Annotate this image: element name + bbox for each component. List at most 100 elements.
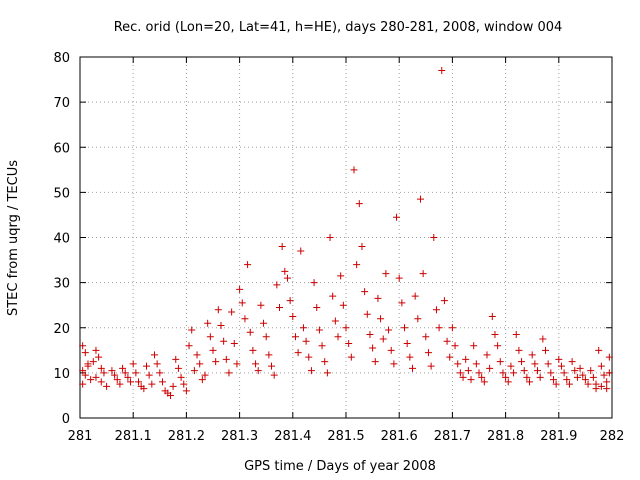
data-point-marker bbox=[430, 234, 438, 241]
data-point-marker bbox=[334, 333, 342, 341]
x-tick-label: 281.1 bbox=[115, 429, 152, 444]
y-tick-label: 60 bbox=[53, 141, 70, 156]
data-point-marker bbox=[225, 369, 233, 377]
data-point-marker bbox=[414, 315, 422, 323]
data-point-marker bbox=[79, 367, 87, 375]
data-point-marker bbox=[100, 369, 108, 377]
data-point-marker bbox=[579, 371, 587, 379]
data-point-marker bbox=[409, 364, 416, 372]
data-point-marker bbox=[156, 369, 164, 377]
data-point-marker bbox=[190, 367, 198, 375]
data-point-marker bbox=[140, 385, 148, 393]
data-point-marker bbox=[366, 331, 374, 339]
data-point-marker bbox=[254, 367, 262, 375]
data-point-marker bbox=[222, 355, 230, 363]
data-point-marker bbox=[531, 360, 539, 368]
data-point-marker bbox=[268, 362, 276, 370]
data-point-marker bbox=[371, 358, 379, 366]
data-point-marker bbox=[560, 369, 568, 377]
data-point-marker bbox=[180, 380, 188, 388]
data-point-marker bbox=[286, 297, 294, 305]
x-tick-label: 281.2 bbox=[168, 429, 205, 444]
data-point-marker bbox=[193, 351, 201, 359]
data-point-marker bbox=[212, 358, 220, 366]
data-point-marker bbox=[81, 371, 89, 379]
data-point-marker bbox=[283, 274, 291, 282]
data-point-marker bbox=[605, 369, 613, 377]
data-point-marker bbox=[103, 382, 111, 390]
data-point-marker bbox=[600, 371, 608, 379]
data-point-marker bbox=[464, 367, 472, 375]
data-point-marker bbox=[124, 373, 132, 381]
x-axis-label: GPS time / Days of year 2008 bbox=[244, 459, 436, 474]
data-point-marker bbox=[547, 369, 555, 377]
data-point-marker bbox=[174, 364, 182, 372]
data-point-marker bbox=[315, 326, 323, 334]
data-point-marker bbox=[361, 288, 369, 296]
data-point-marker bbox=[555, 355, 563, 363]
data-point-marker bbox=[289, 312, 297, 320]
data-point-marker bbox=[557, 362, 565, 370]
x-tick-label: 281.6 bbox=[381, 429, 418, 444]
data-point-marker bbox=[390, 360, 398, 368]
data-point-marker bbox=[347, 353, 355, 361]
x-tick-label: 281.3 bbox=[221, 429, 258, 444]
x-tick-label: 281.8 bbox=[487, 429, 524, 444]
data-point-marker bbox=[401, 324, 409, 332]
data-point-marker bbox=[270, 371, 278, 379]
y-tick-label: 10 bbox=[53, 367, 70, 382]
y-tick-label: 50 bbox=[53, 186, 70, 201]
x-tick-label: 282 bbox=[600, 429, 625, 444]
data-point-marker bbox=[326, 234, 334, 241]
data-point-marker bbox=[148, 380, 156, 388]
data-point-marker bbox=[297, 247, 305, 255]
data-point-marker bbox=[462, 355, 470, 363]
data-point-marker bbox=[592, 385, 600, 393]
data-point-marker bbox=[166, 391, 174, 399]
data-point-marker bbox=[603, 385, 611, 393]
data-point-marker bbox=[589, 373, 597, 381]
data-point-marker bbox=[116, 380, 124, 388]
data-point-marker bbox=[518, 358, 526, 366]
data-point-marker bbox=[318, 342, 326, 350]
data-point-marker bbox=[273, 281, 281, 289]
data-point-marker bbox=[549, 376, 557, 384]
data-point-marker bbox=[520, 367, 528, 375]
data-point-marker bbox=[132, 369, 140, 377]
data-point-marker bbox=[395, 274, 403, 282]
data-point-marker bbox=[571, 367, 579, 375]
data-point-marker bbox=[393, 213, 401, 221]
data-point-marker bbox=[523, 373, 531, 381]
data-point-marker bbox=[494, 342, 502, 350]
data-point-marker bbox=[92, 373, 100, 381]
data-point-marker bbox=[87, 376, 95, 384]
data-point-marker bbox=[81, 349, 89, 357]
data-point-marker bbox=[483, 351, 491, 359]
data-point-marker bbox=[119, 364, 127, 372]
data-point-marker bbox=[201, 371, 209, 379]
data-point-marker bbox=[185, 342, 193, 350]
data-point-marker bbox=[467, 376, 475, 384]
data-point-marker bbox=[236, 285, 244, 293]
data-point-marker bbox=[113, 376, 121, 384]
data-point-marker bbox=[182, 387, 190, 395]
data-point-marker bbox=[502, 373, 510, 381]
data-point-marker bbox=[220, 337, 228, 345]
data-point-marker bbox=[563, 376, 571, 384]
data-point-marker bbox=[584, 380, 592, 388]
data-point-marker bbox=[313, 303, 321, 311]
data-point-marker bbox=[382, 270, 390, 278]
data-point-marker bbox=[209, 346, 217, 354]
data-point-marker bbox=[576, 364, 584, 372]
data-point-marker bbox=[565, 380, 573, 388]
data-point-marker bbox=[310, 279, 318, 287]
x-tick-labels: 281 281.1 281.2 281.3 281.4 281.5 281.6 281.7 28… bbox=[68, 429, 625, 444]
data-point-marker bbox=[603, 378, 611, 386]
data-point-marker bbox=[337, 272, 345, 280]
data-point-marker bbox=[581, 376, 589, 384]
x-tick-label: 281.5 bbox=[327, 429, 364, 444]
data-point-marker bbox=[198, 376, 206, 384]
data-point-marker bbox=[108, 367, 116, 375]
data-point-marker bbox=[512, 331, 520, 339]
data-point-marker bbox=[542, 346, 549, 354]
